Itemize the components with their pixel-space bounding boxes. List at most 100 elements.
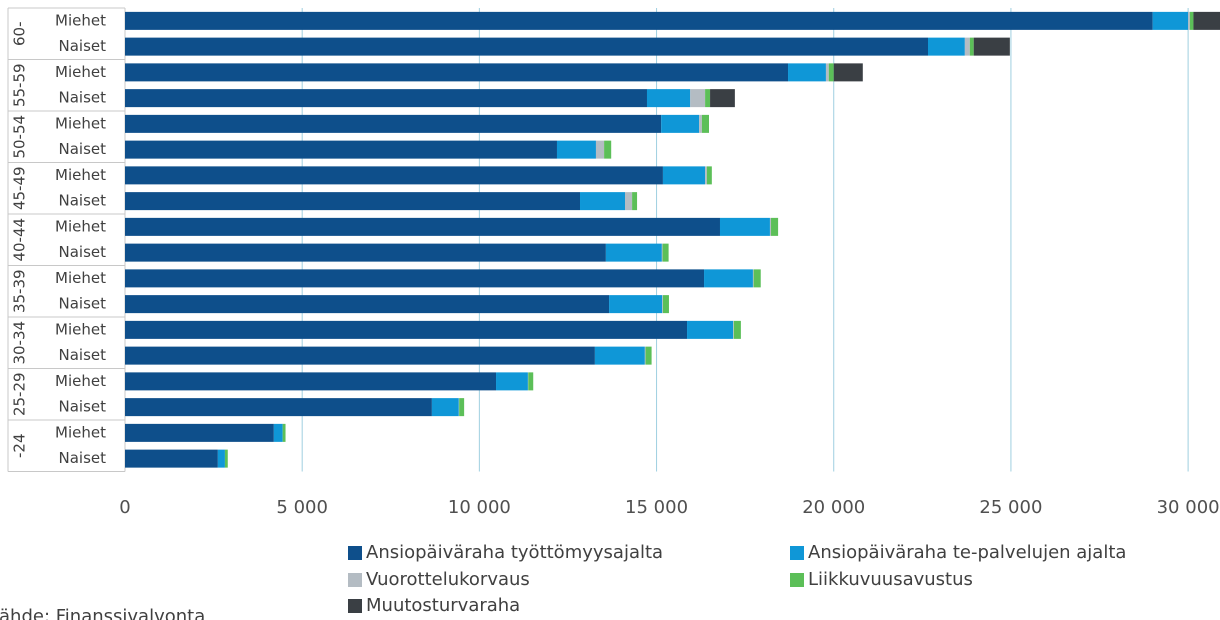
bar-segment <box>788 63 826 82</box>
bar-segment <box>710 89 735 108</box>
group-label: 40-44 <box>11 218 29 262</box>
bar-segment <box>125 192 581 211</box>
bar-segment <box>125 63 789 82</box>
legend-label: Ansiopäiväraha te-palvelujen ajalta <box>808 542 1126 563</box>
bar-segment <box>661 114 700 133</box>
y-tick-label: Naiset <box>58 295 106 313</box>
y-tick-label: Miehet <box>55 63 106 81</box>
bar-segment <box>662 295 663 314</box>
x-tick-label: 5 000 <box>276 497 328 518</box>
y-tick-label: Naiset <box>58 243 106 261</box>
y-tick-label: Naiset <box>58 37 106 55</box>
bar-segment <box>645 346 652 365</box>
bar-segment <box>753 269 761 288</box>
bar-segment <box>825 63 829 82</box>
x-tick-label: 25 000 <box>979 497 1042 518</box>
bar-segment <box>1189 11 1194 30</box>
bar-segment <box>701 114 709 133</box>
bar-segment <box>125 166 663 185</box>
bar-segment <box>125 11 1153 30</box>
legend-swatch <box>348 546 362 560</box>
bar-segment <box>752 269 754 288</box>
legend-swatch <box>790 573 804 587</box>
group-label: 30-34 <box>11 321 29 365</box>
bar-segment <box>125 114 662 133</box>
y-tick-label: Naiset <box>58 140 106 158</box>
bar-segment <box>1152 11 1189 30</box>
bar-segment <box>217 449 225 468</box>
group-label: 55-59 <box>11 63 29 107</box>
bar-segment <box>973 37 1010 56</box>
bar-segment <box>459 398 465 417</box>
legend-label: Muutosturvaraha <box>366 595 520 616</box>
bar-segment <box>125 269 705 288</box>
y-tick-label: Naiset <box>58 346 106 364</box>
legend-label: Liikkuvuusavustus <box>808 569 973 590</box>
legend-label: Vuorottelukorvaus <box>366 569 530 590</box>
bar-segment <box>528 372 534 391</box>
bar-segment <box>662 166 706 185</box>
bar-segment <box>125 346 595 365</box>
y-tick-label: Miehet <box>55 217 106 235</box>
y-tick-label: Miehet <box>55 423 106 441</box>
bar-segment <box>699 114 702 133</box>
bar-segment <box>125 372 497 391</box>
bar-segment <box>595 140 605 159</box>
group-label: 25-29 <box>11 372 29 416</box>
bar-segment <box>662 243 669 262</box>
legend-swatch <box>348 599 362 613</box>
bar-segment <box>706 166 712 185</box>
bar-segment <box>719 217 770 236</box>
bar-segment <box>496 372 528 391</box>
y-tick-label: Miehet <box>55 11 106 29</box>
bar-segment <box>125 320 688 339</box>
bar-segment <box>964 37 970 56</box>
bar-segment <box>632 192 638 211</box>
y-tick-label: Miehet <box>55 166 106 184</box>
bar-segment <box>605 243 662 262</box>
bar-segment <box>771 217 779 236</box>
bar-segment <box>733 320 734 339</box>
bar-segment <box>1188 11 1190 30</box>
bar-segment <box>769 217 772 236</box>
legend-swatch <box>348 573 362 587</box>
group-label: 60- <box>11 22 29 47</box>
bar-segment <box>125 295 610 314</box>
y-tick-label: Miehet <box>55 269 106 287</box>
bar-segment <box>705 166 707 185</box>
y-tick-label: Miehet <box>55 114 106 132</box>
bar-segment <box>1193 11 1220 30</box>
group-label: 35-39 <box>11 269 29 313</box>
bar-segment <box>125 398 432 417</box>
bar-segment <box>556 140 596 159</box>
bar-segment <box>580 192 626 211</box>
x-tick-label: 15 000 <box>625 497 688 518</box>
bar-segment <box>644 346 646 365</box>
x-tick-label: 20 000 <box>802 497 865 518</box>
y-tick-label: Miehet <box>55 372 106 390</box>
x-tick-label: 10 000 <box>448 497 511 518</box>
x-tick-label: 30 000 <box>1157 497 1220 518</box>
bar-segment <box>125 37 928 56</box>
bar-segment <box>125 140 557 159</box>
bar-segment <box>928 37 965 56</box>
y-tick-label: Naiset <box>58 192 106 210</box>
y-tick-label: Naiset <box>58 449 106 467</box>
bar-segment <box>828 63 834 82</box>
legend-swatch <box>790 546 804 560</box>
y-tick-label: Naiset <box>58 89 106 107</box>
x-tick-label: 0 <box>119 497 130 518</box>
bar-segment <box>646 89 691 108</box>
bar-segment <box>431 398 459 417</box>
bar-segment <box>125 89 647 108</box>
bar-segment <box>704 269 753 288</box>
group-label: 45-49 <box>11 166 29 210</box>
bar-segment <box>733 320 741 339</box>
bar-segment <box>969 37 974 56</box>
bar-segment <box>833 63 863 82</box>
bar-segment <box>125 243 606 262</box>
group-label: 50-54 <box>11 115 29 159</box>
bar-segment <box>125 217 720 236</box>
bar-segment <box>662 295 669 314</box>
